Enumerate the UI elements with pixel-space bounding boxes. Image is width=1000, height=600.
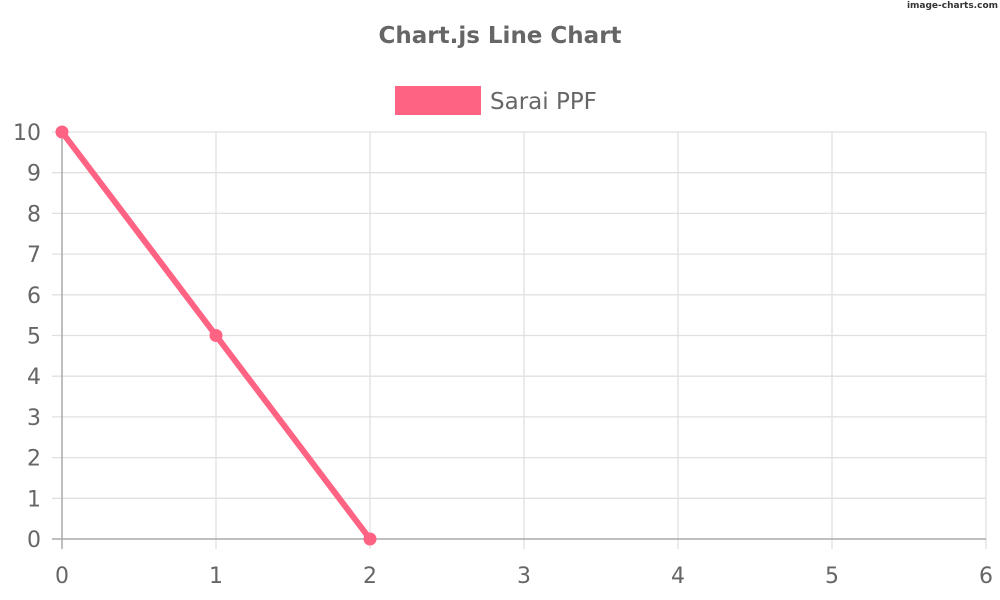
y-tick-label: 10	[13, 121, 41, 146]
x-tick-label: 0	[55, 564, 69, 589]
legend-label-sarai-ppf: Sarai PPF	[490, 89, 597, 115]
data-point[interactable]	[363, 532, 377, 546]
y-tick-label: 0	[27, 528, 41, 553]
y-tick-label: 3	[27, 406, 41, 431]
y-tick-label: 9	[27, 162, 41, 187]
x-tick-label: 6	[979, 564, 993, 589]
y-tick-label: 4	[27, 365, 41, 390]
x-tick-label: 4	[671, 564, 685, 589]
grid	[52, 131, 987, 549]
watermark-text: image-charts.com	[906, 1, 998, 11]
y-tick-label: 5	[27, 325, 41, 350]
data-point[interactable]	[55, 125, 69, 139]
y-tick-label: 8	[27, 202, 41, 227]
legend[interactable]: Sarai PPF	[395, 86, 597, 115]
axes: 0 1 2 3 4 5 6 7 8 9 10 0 1 2 3 4 5 6	[13, 121, 993, 589]
x-tick-label: 3	[517, 564, 531, 589]
legend-swatch-sarai-ppf	[395, 86, 481, 115]
chart-title: Chart.js Line Chart	[378, 23, 621, 49]
y-tick-label: 6	[27, 284, 41, 309]
data-point[interactable]	[209, 329, 223, 342]
x-tick-label: 1	[209, 564, 223, 589]
series-layer	[55, 125, 377, 546]
y-tick-label: 7	[27, 243, 41, 268]
y-tick-label: 2	[27, 447, 41, 472]
y-tick-label: 1	[27, 487, 41, 512]
x-tick-label: 2	[363, 564, 377, 589]
x-tick-label: 5	[825, 564, 839, 589]
